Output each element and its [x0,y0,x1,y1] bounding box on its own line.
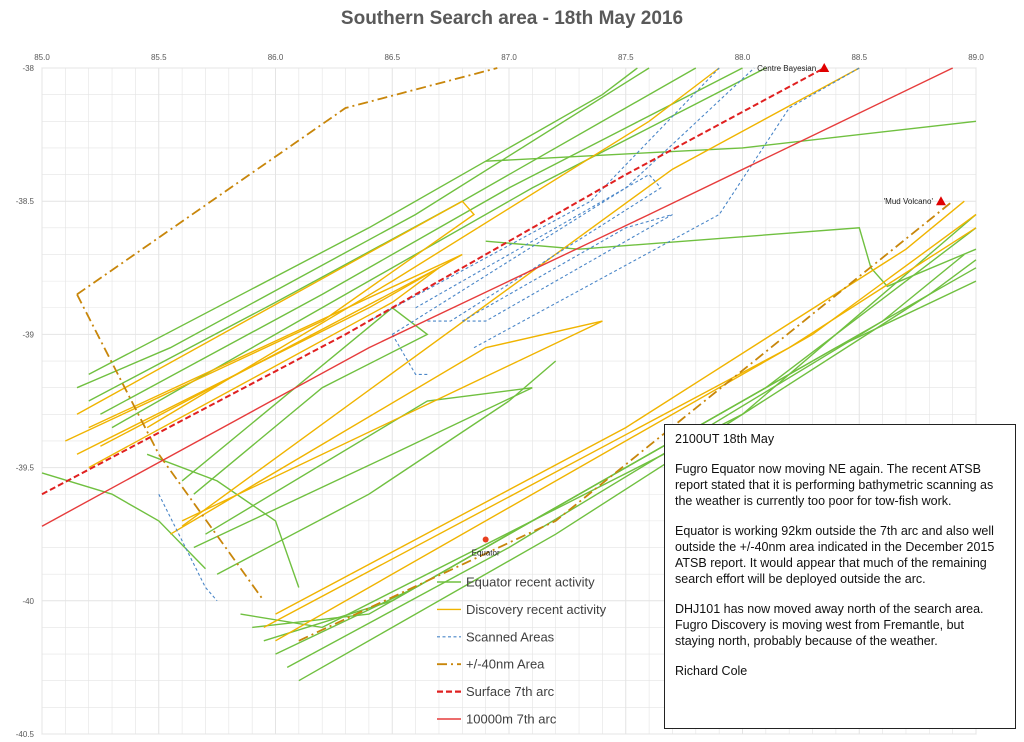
track-line-series-0 [41,472,207,570]
x-tick-label: 85.5 [151,53,167,62]
note-heading: 2100UT 18th May [675,432,775,446]
track-line-series-2 [462,213,673,322]
y-tick-label: -39.5 [16,464,35,473]
legend: Equator recent activity Discovery recent … [437,575,607,727]
track-line-series-2 [473,67,860,349]
track-line-series-2 [392,67,755,335]
track-line-series-0 [193,387,533,549]
x-tick-label: 87.5 [618,53,634,62]
track-line-series-0 [111,67,767,429]
triangle-marker-icon [935,196,946,206]
legend-entry-label: Discovery recent activity [466,602,607,617]
track-line-series-4 [41,67,825,496]
track-line-series-2 [158,493,218,602]
track-line-series-0 [298,259,977,682]
y-tick-label: -39 [22,330,34,339]
track-line-series-1 [170,320,603,535]
legend-entry-label: Surface 7th arc [466,684,555,699]
track-line-series-2 [391,334,428,375]
track-line-series-0 [76,67,650,389]
legend-entry-label: 10000m 7th arc [466,712,557,727]
marker-label: Centre Bayesian [757,64,816,73]
marker-label: 'Mud Volcano' [884,197,934,206]
track-line-series-1 [275,213,977,642]
x-tick-label: 86.0 [268,53,284,62]
annotation-markers: Centre Bayesian 'Mud Volcano' Equator [472,63,946,558]
note-signature: Richard Cole [675,664,748,678]
track-line-series-0 [88,67,638,376]
track-line-series-0 [146,453,300,588]
chart-title: Southern Search area - 18th May 2016 [340,8,684,29]
track-line-series-0 [100,67,743,415]
track-line-series-1 [65,200,476,442]
track-line-series-0 [485,120,977,162]
equator-position-marker [482,536,489,543]
track-line-series-0 [88,67,697,402]
legend-entry-label: Equator recent activity [466,575,595,590]
x-tick-label: 88.5 [851,53,867,62]
x-tick-label: 89.0 [968,53,984,62]
notes-box: 2100UT 18th May Fugro Equator now moving… [664,424,1016,729]
note-paragraph-1: Fugro Equator now moving NE again. The r… [675,462,994,508]
legend-entry-label: Scanned Areas [466,629,555,644]
equator-position-label: Equator [472,549,500,558]
track-line-series-1 [88,267,440,469]
x-tick-label: 87.0 [501,53,517,62]
track-line-series-1 [146,67,720,429]
track-line-series-2 [368,67,720,322]
legend-entry-label: +/-40nm Area [466,657,545,672]
track-line-series-3 [298,200,954,642]
track-line-series-2 [415,173,662,322]
track-line-series-5 [41,67,954,527]
x-tick-label: 86.5 [384,53,400,62]
track-line-series-1 [275,200,965,615]
note-paragraph-3: DHJ101 has now moved away north of the s… [675,602,984,648]
y-tick-label: -38.5 [16,197,35,206]
note-paragraph-2: Equator is working 92km outside the 7th … [675,524,995,586]
axis-ticks: 85.0 85.5 86.0 86.5 87.0 87.5 88.0 88.5 89.0 -38 -… [16,53,985,739]
track-line-series-0 [275,280,977,655]
y-tick-label: -40 [22,597,34,606]
vessel-tracks [41,67,977,682]
triangle-marker-icon [819,63,830,72]
y-tick-label: -40.5 [16,730,35,739]
track-line-series-0 [181,306,429,495]
track-line-series-3 [76,67,498,296]
track-line-series-0 [216,360,557,575]
x-tick-label: 85.0 [34,53,50,62]
y-tick-label: -38 [22,64,34,73]
x-tick-label: 88.0 [735,53,751,62]
track-line-series-1 [181,67,860,527]
